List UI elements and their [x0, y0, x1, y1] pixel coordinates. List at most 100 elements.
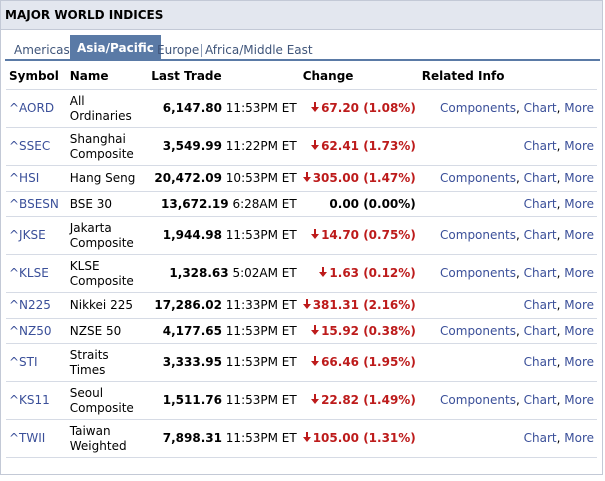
tab-africa-middle-east[interactable]: Africa/Middle East — [205, 43, 313, 57]
chart-link[interactable]: Chart — [523, 393, 557, 407]
chart-link[interactable]: Chart — [523, 228, 557, 242]
header-related-info: Related Info — [418, 63, 597, 90]
more-link[interactable]: More — [564, 139, 594, 153]
chart-link[interactable]: Chart — [523, 196, 557, 211]
change-value: 1.63 (0.12%) — [319, 266, 416, 281]
chart-link[interactable]: Chart — [523, 171, 557, 185]
down-arrow-icon — [311, 101, 320, 116]
index-name: Jakarta Composite — [66, 216, 149, 255]
change-value: 305.00 (1.47%) — [302, 171, 416, 185]
index-name: Shanghai Composite — [66, 127, 149, 166]
last-trade-time: 11:53PM ET — [225, 101, 297, 115]
index-name: Hang Seng — [66, 165, 149, 192]
last-trade-time: 11:53PM ET — [225, 228, 297, 242]
last-trade-time: 5:02AM ET — [232, 266, 297, 280]
more-link[interactable]: More — [564, 101, 594, 115]
index-name: All Ordinaries — [66, 89, 149, 128]
change-value: 66.46 (1.95%) — [311, 355, 416, 369]
index-symbol-link[interactable]: ^JKSE — [9, 228, 46, 242]
down-arrow-icon — [319, 266, 328, 281]
more-link[interactable]: More — [564, 355, 594, 369]
related-info: Chart, More — [418, 343, 597, 382]
index-symbol-link[interactable]: ^HSI — [9, 171, 40, 185]
change-value: 22.82 (1.49%) — [311, 393, 416, 407]
last-trade-time: 10:53PM ET — [225, 171, 297, 185]
down-arrow-icon — [311, 355, 320, 370]
index-symbol-link[interactable]: ^TWII — [9, 431, 46, 445]
chart-link[interactable]: Chart — [523, 323, 557, 338]
header-symbol: Symbol — [6, 63, 67, 90]
last-trade-time: 11:33PM ET — [225, 298, 297, 312]
table-row: ^KLSE KLSE Composite 1,328.63 5:02AM ET 1.6… — [6, 254, 597, 293]
last-trade-time: 11:53PM ET — [225, 431, 297, 445]
table-row: ^AORD All Ordinaries 6,147.80 11:53PM ET 67… — [6, 89, 597, 128]
header-name: Name — [66, 63, 149, 90]
down-arrow-icon — [311, 139, 320, 154]
index-name: Straits Times — [66, 343, 149, 382]
table-row: ^KS11 Seoul Composite 1,511.76 11:53PM ET 2… — [6, 381, 597, 420]
components-link[interactable]: Components — [440, 171, 516, 185]
index-symbol-link[interactable]: ^N225 — [9, 298, 51, 312]
down-arrow-icon — [302, 298, 311, 313]
related-info: Components, Chart, More — [418, 216, 597, 255]
last-trade-time: 11:22PM ET — [225, 139, 297, 153]
down-arrow-icon — [311, 393, 320, 408]
change-value: 0.00 (0.00%) — [329, 196, 416, 211]
chart-link[interactable]: Chart — [523, 266, 557, 280]
change-value: 105.00 (1.31%) — [302, 431, 416, 445]
chart-link[interactable]: Chart — [523, 101, 557, 115]
table-header-row: Symbol Name Last Trade Change Related In… — [6, 63, 597, 90]
table-row: ^STI Straits Times 3,333.95 11:53PM ET 66.4… — [6, 343, 597, 382]
related-info: Components, Chart, More — [418, 381, 597, 420]
tab-asia-pacific[interactable]: Asia/Pacific — [70, 35, 161, 61]
chart-link[interactable]: Chart — [523, 298, 557, 312]
index-name: Nikkei 225 — [66, 292, 149, 319]
index-symbol-link[interactable]: ^KLSE — [9, 266, 49, 280]
index-name: NZSE 50 — [66, 318, 149, 344]
index-symbol-link[interactable]: ^AORD — [9, 101, 55, 115]
table-row: ^BSESN BSE 30 13,672.19 6:28AM ET 0.00 (0.0… — [6, 191, 597, 217]
change-value: 67.20 (1.08%) — [311, 101, 416, 115]
panel-title-text: MAJOR WORLD INDICES — [5, 8, 164, 22]
components-link[interactable]: Components — [440, 228, 516, 242]
more-link[interactable]: More — [564, 298, 594, 312]
last-trade-value: 3,333.95 — [162, 355, 222, 369]
more-link[interactable]: More — [564, 431, 594, 445]
components-link[interactable]: Components — [440, 101, 516, 115]
components-link[interactable]: Components — [440, 266, 516, 280]
index-name: Seoul Composite — [66, 381, 149, 420]
components-link[interactable]: Components — [440, 393, 516, 407]
index-symbol-link[interactable]: ^BSESN — [9, 196, 59, 211]
header-last-trade: Last Trade — [148, 63, 300, 90]
change-value: 14.70 (0.75%) — [311, 228, 416, 242]
last-trade-value: 1,328.63 — [169, 266, 229, 280]
more-link[interactable]: More — [564, 228, 594, 242]
more-link[interactable]: More — [564, 171, 594, 185]
components-link[interactable]: Components — [440, 323, 516, 338]
index-symbol-link[interactable]: ^SSEC — [9, 139, 51, 153]
related-info: Chart, More — [418, 292, 597, 319]
header-change: Change — [299, 63, 419, 90]
index-symbol-link[interactable]: ^STI — [9, 355, 38, 369]
change-value: 381.31 (2.16%) — [302, 298, 416, 313]
chart-link[interactable]: Chart — [523, 355, 557, 369]
table-row: ^JKSE Jakarta Composite 1,944.98 11:53PM E… — [6, 216, 597, 255]
index-name: Taiwan Weighted — [66, 419, 149, 458]
down-arrow-icon — [311, 228, 320, 243]
index-symbol-link[interactable]: ^KS11 — [9, 393, 50, 407]
table-row: ^HSI Hang Seng 20,472.09 10:53PM ET 305.00 … — [6, 165, 597, 192]
tab-americas[interactable]: Americas — [14, 43, 70, 57]
tab-europe[interactable]: Europe — [157, 43, 200, 57]
last-trade-time: 6:28AM ET — [232, 196, 297, 211]
more-link[interactable]: More — [564, 323, 594, 338]
more-link[interactable]: More — [564, 393, 594, 407]
more-link[interactable]: More — [564, 266, 594, 280]
more-link[interactable]: More — [564, 196, 594, 211]
chart-link[interactable]: Chart — [523, 139, 557, 153]
tab-divider — [201, 44, 202, 57]
index-symbol-link[interactable]: ^NZ50 — [9, 323, 52, 338]
chart-link[interactable]: Chart — [523, 431, 557, 445]
last-trade-time: 11:53PM ET — [225, 323, 297, 338]
related-info: Chart, More — [418, 127, 597, 166]
region-tabs: Americas Asia/Pacific Europe Africa/Midd… — [5, 35, 600, 61]
